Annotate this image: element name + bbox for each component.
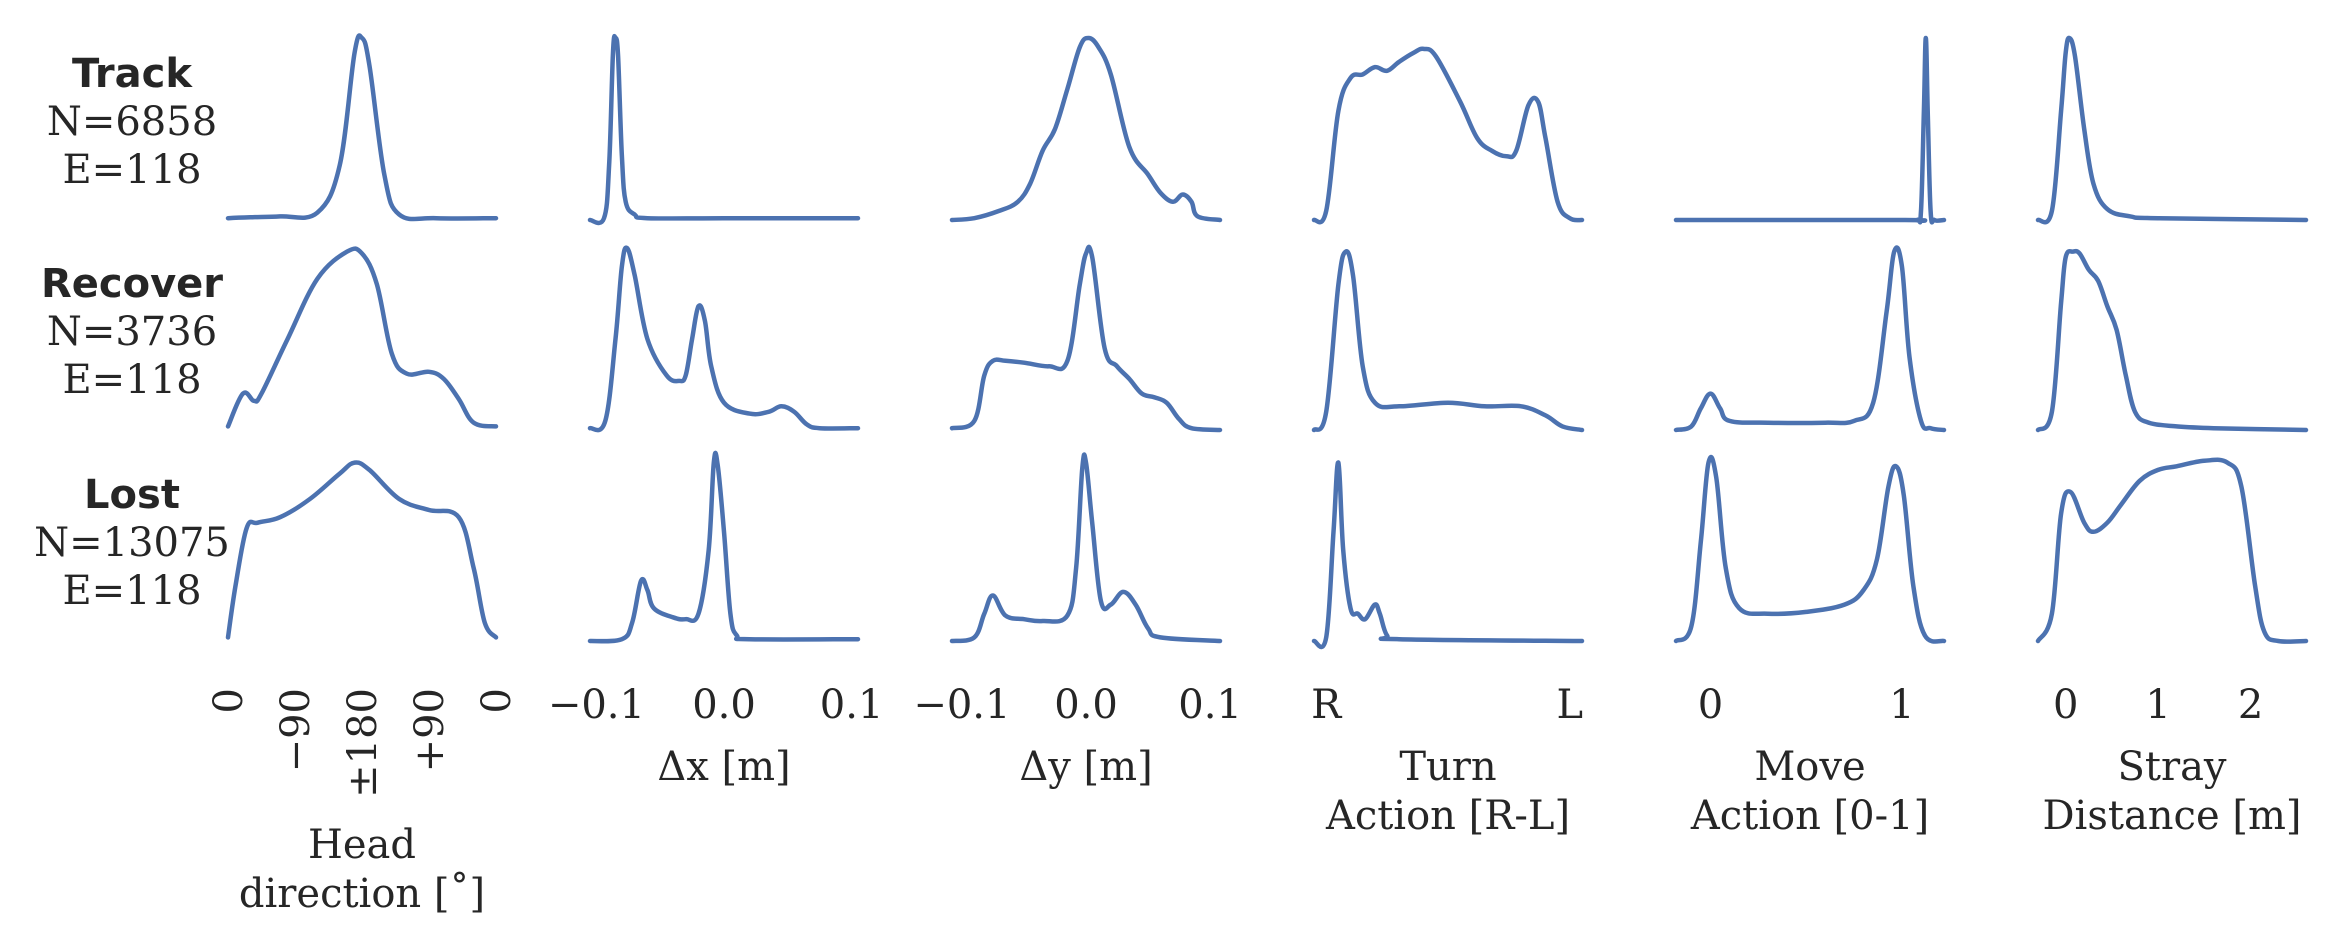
density-curve-lost-col4 xyxy=(1311,460,1585,650)
x-tick-label: 0.1 xyxy=(820,682,884,728)
density-curve-track-col3 xyxy=(949,35,1223,223)
density-curve-track-col5 xyxy=(1673,35,1947,225)
density-curve-recover-col3 xyxy=(949,244,1223,433)
x-axis-label: Distance [m] xyxy=(2042,793,2301,839)
x-axis-label: Action [R-L] xyxy=(1325,793,1570,839)
x-tick-label: 0 xyxy=(1698,682,1723,728)
x-tick-label: 0 xyxy=(474,688,520,713)
x-axis-label: Δy [m] xyxy=(1019,744,1152,790)
x-axis-label: Δx [m] xyxy=(657,744,790,790)
x-tick-label: 1 xyxy=(1889,682,1914,728)
x-tick-labels: 0 −90 ±180 +90 0 −0.1 0.0 0.1 −0.1 0.0 0.1 R L 0 1 0 1 2 xyxy=(206,682,2263,798)
density-curve-recover-col2 xyxy=(587,245,861,433)
x-axis-label: Turn xyxy=(1399,744,1496,790)
x-axis-label: Head xyxy=(308,822,416,868)
x-tick-label: 0.1 xyxy=(1178,682,1242,728)
x-axis-label: direction [˚] xyxy=(239,871,485,917)
x-tick-label: ±180 xyxy=(340,688,386,798)
density-curve-track-col1 xyxy=(225,33,499,222)
x-tick-label: 1 xyxy=(2145,682,2170,728)
row-episodes-label: E=118 xyxy=(62,568,201,614)
x-tick-label: R xyxy=(1311,682,1343,728)
row-count-label: N=13075 xyxy=(34,520,230,566)
density-curve-recover-col1 xyxy=(225,246,499,429)
x-axis-label: Action [0-1] xyxy=(1690,793,1929,839)
x-tick-label: 0.0 xyxy=(1054,682,1118,728)
density-curve-track-col2 xyxy=(587,33,861,226)
x-tick-label: L xyxy=(1557,682,1584,728)
density-curve-lost-col2 xyxy=(587,450,861,644)
x-tick-label: 2 xyxy=(2238,682,2263,728)
row-title-lost: Lost xyxy=(84,472,180,518)
x-tick-label: 0.0 xyxy=(692,682,756,728)
x-tick-label: +90 xyxy=(407,688,453,772)
row-labels: TrackN=6858E=118RecoverN=3736E=118LostN=… xyxy=(34,51,230,614)
row-episodes-label: E=118 xyxy=(62,357,201,403)
density-curve-track-col6 xyxy=(2035,35,2309,225)
density-curve-lost-col3 xyxy=(949,452,1223,644)
x-axis-label: Stray xyxy=(2117,744,2226,790)
density-curves xyxy=(225,33,2309,650)
x-tick-label: −90 xyxy=(273,688,319,772)
density-curve-lost-col1 xyxy=(225,460,499,640)
row-count-label: N=6858 xyxy=(47,99,217,145)
x-tick-label: −0.1 xyxy=(913,682,1010,728)
x-tick-label: −0.1 xyxy=(548,682,645,728)
row-episodes-label: E=118 xyxy=(62,147,201,193)
density-curve-recover-col5 xyxy=(1673,245,1947,433)
density-curve-recover-col6 xyxy=(2035,248,2309,433)
x-tick-label: 0 xyxy=(206,688,252,713)
row-count-label: N=3736 xyxy=(47,309,217,355)
density-curve-track-col4 xyxy=(1311,46,1585,225)
density-curve-recover-col4 xyxy=(1311,249,1585,433)
row-title-recover: Recover xyxy=(41,261,223,307)
row-title-track: Track xyxy=(72,51,193,97)
density-curve-lost-col6 xyxy=(2035,457,2309,644)
x-tick-label: 0 xyxy=(2053,682,2078,728)
x-axis-label: Move xyxy=(1754,744,1865,790)
density-curve-lost-col5 xyxy=(1673,454,1947,644)
